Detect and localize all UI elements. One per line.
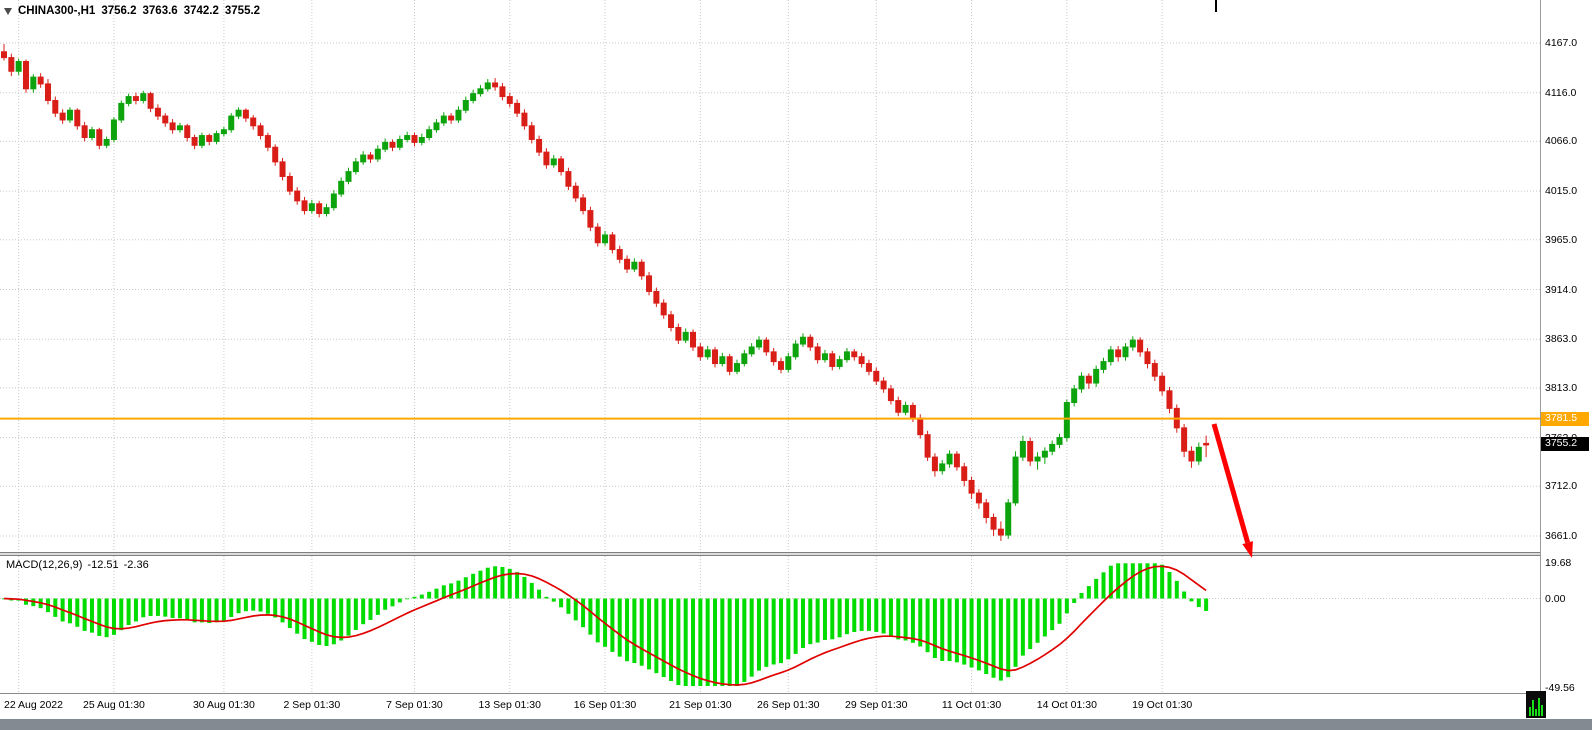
macd-panel[interactable]	[0, 556, 1540, 693]
time-tick-label: 26 Sep 01:30	[757, 699, 820, 711]
time-tick-label: 19 Oct 01:30	[1132, 699, 1193, 711]
macd-name: MACD(12,26,9)	[6, 559, 83, 571]
axis-tick-label: 4015.0	[1545, 185, 1578, 198]
time-tick-label: 29 Sep 01:30	[845, 699, 908, 711]
high-value: 3763.6	[142, 5, 178, 17]
axis-tick-label: 3863.0	[1545, 333, 1578, 346]
chart-menu-triangle-icon[interactable]	[4, 8, 12, 15]
time-tick-label: 16 Sep 01:30	[573, 699, 637, 711]
open-value: 3756.2	[101, 5, 137, 17]
time-tick-label: 13 Sep 01:30	[478, 699, 541, 711]
time-tick-label: 11 Oct 01:30	[941, 699, 1002, 711]
close-value: 3755.2	[224, 5, 261, 17]
hline-price-tag: 3781.5	[1541, 411, 1589, 426]
time-tick-label: 22 Aug 2022	[4, 699, 63, 711]
symbol-label: CHINA300-,H1	[18, 5, 96, 17]
time-tick-label: 14 Oct 01:30	[1036, 699, 1097, 711]
main-chart-area[interactable]	[0, 0, 1540, 552]
time-tick-label: 7 Sep 01:30	[386, 699, 443, 711]
axis-tick-label: 3712.0	[1545, 480, 1578, 493]
activity-meter-icon	[1526, 691, 1546, 718]
time-tick-label: 2 Sep 01:30	[283, 699, 341, 711]
quote-bar: CHINA300-,H1 3756.2 3763.6 3742.2 3755.2	[4, 5, 260, 17]
axis-tick-label: 4066.0	[1545, 135, 1578, 148]
axis-tick-label: 4167.0	[1545, 37, 1578, 49]
axis-tick-label: 3813.0	[1545, 381, 1578, 394]
macd-label: MACD(12,26,9) -12.51 -2.36	[6, 559, 149, 571]
macd-value: -12.51	[87, 559, 119, 571]
time-tick-label: 21 Sep 01:30	[669, 699, 732, 711]
price-axis[interactable]: 3781.5 3755.2 4167.0 4116.0 4066.0 4015.0 39…	[1540, 0, 1592, 694]
time-tick-label: 30 Aug 01:30	[192, 699, 255, 711]
bottom-frame-bar	[0, 719, 1592, 730]
macd-signal-value: -2.36	[123, 559, 149, 571]
axis-tick-label: 4116.0	[1545, 86, 1577, 99]
axis-tick-label: 0.00	[1545, 592, 1566, 605]
bid-price-tag: 3755.2	[1541, 437, 1589, 452]
macd-chart[interactable]	[0, 556, 1540, 693]
panel-splitter[interactable]	[0, 552, 1540, 556]
axis-tick-label: -49.56	[1545, 681, 1575, 694]
axis-tick-label: 3914.0	[1545, 283, 1578, 296]
axis-tick-label: 3965.0	[1545, 233, 1578, 246]
time-tick-label: 25 Aug 01:30	[82, 699, 145, 711]
low-value: 3742.2	[183, 5, 219, 17]
axis-tick-label: 3661.0	[1545, 530, 1578, 542]
candlestick-chart[interactable]	[0, 0, 1540, 552]
axis-tick-label: 19.68	[1545, 556, 1572, 569]
time-axis[interactable]: 22 Aug 2022 25 Aug 01:30 30 Aug 01:30 2 Sep…	[0, 693, 1540, 719]
